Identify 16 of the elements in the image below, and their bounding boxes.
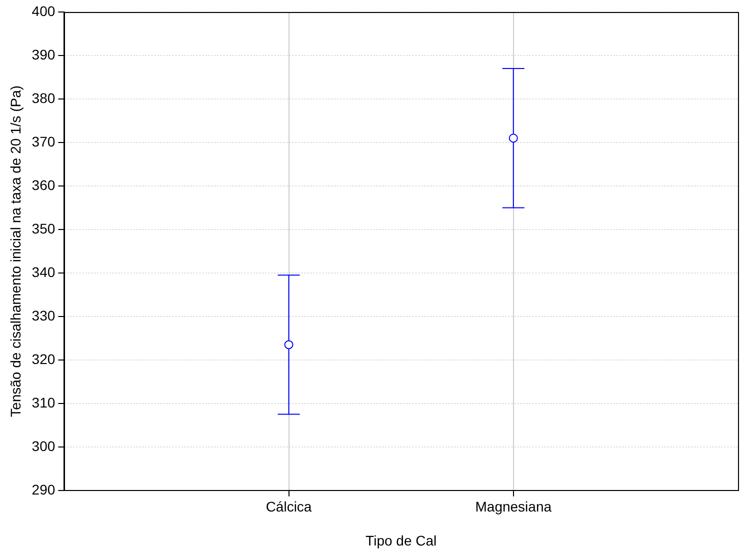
y-tick-label: 330	[32, 307, 56, 324]
x-axis-title: Tipo de Cal	[366, 532, 437, 548]
y-tick-label: 360	[32, 176, 56, 193]
y-tick-label: 400	[32, 2, 56, 19]
x-tick-label: Cálcica	[266, 498, 312, 515]
y-tick-label: 340	[32, 264, 56, 280]
y-tick-label: 370	[32, 133, 56, 150]
y-tick-label: 390	[32, 46, 56, 62]
y-tick-label: 310	[32, 394, 56, 410]
y-tick-label: 380	[32, 90, 56, 106]
y-tick-label: 320	[32, 350, 56, 367]
y-tick-label: 300	[32, 438, 56, 454]
y-tick-label: 350	[32, 220, 56, 236]
x-tick-label: Magnesiana	[475, 498, 552, 515]
y-tick-label: 290	[32, 481, 56, 498]
y-axis-title: Tensão de cisalhamento inicial na taxa de 20 1/s (Pa)	[7, 85, 24, 417]
